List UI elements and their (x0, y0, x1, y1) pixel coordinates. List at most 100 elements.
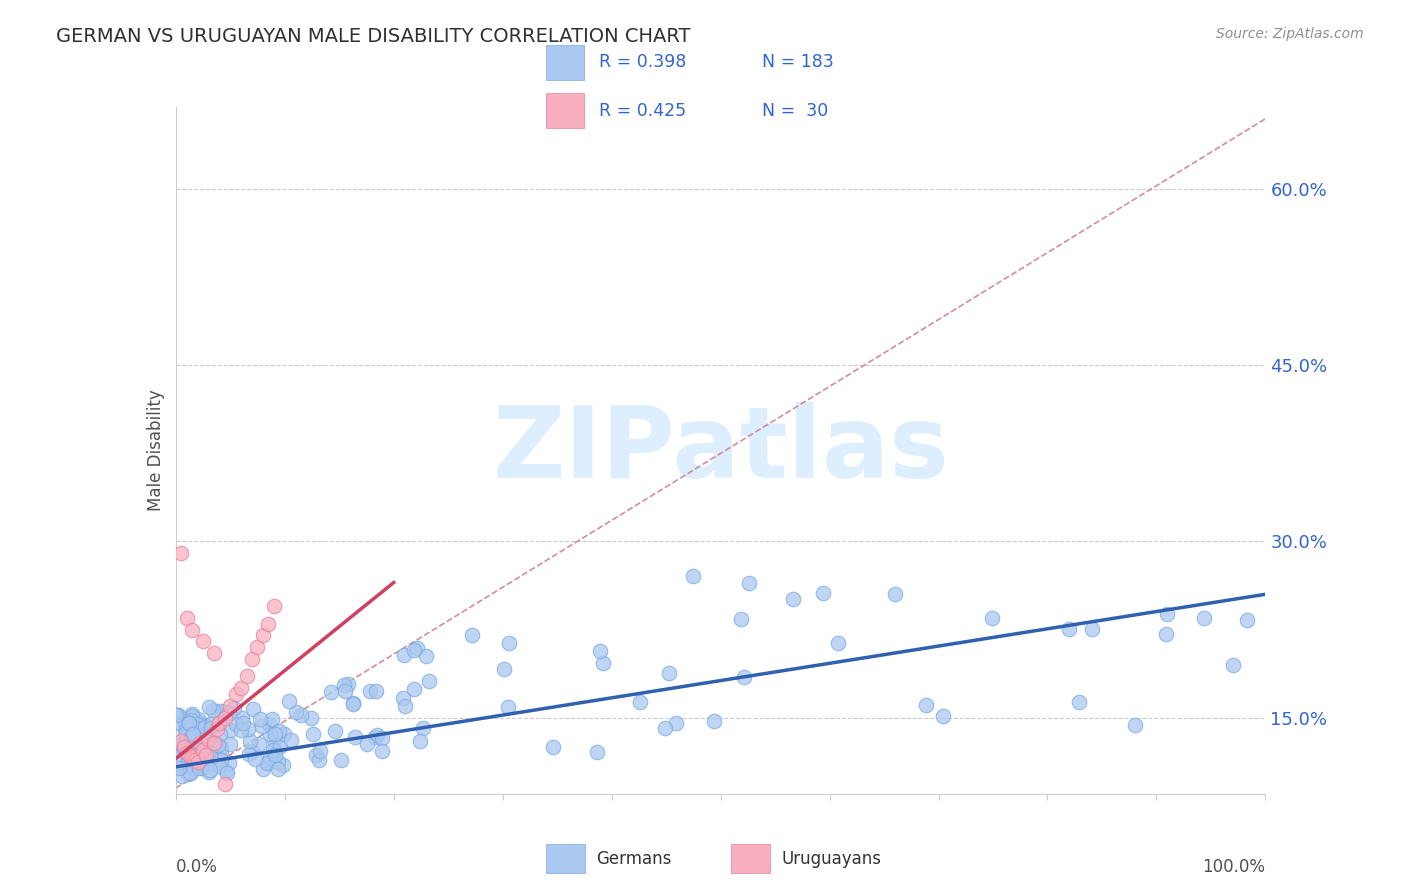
Point (264, 727, 287, 741)
Point (172, 760, 194, 774)
Point (329, 753, 352, 767)
Point (180, 731, 202, 745)
Point (188, 719, 211, 733)
Point (883, 587, 905, 601)
Point (366, 728, 388, 742)
Point (176, 746, 198, 760)
Point (335, 683, 357, 698)
Point (782, 591, 804, 606)
Point (319, 685, 342, 699)
Point (183, 719, 205, 733)
Point (1236, 613, 1258, 627)
Point (197, 731, 219, 745)
Point (342, 698, 364, 712)
Point (654, 721, 676, 735)
Point (284, 705, 307, 719)
Text: GERMAN VS URUGUAYAN MALE DISABILITY CORRELATION CHART: GERMAN VS URUGUAYAN MALE DISABILITY CORR… (56, 27, 690, 45)
Point (496, 700, 519, 714)
Point (1156, 607, 1178, 621)
Point (240, 652, 263, 666)
Point (180, 713, 202, 727)
Point (267, 755, 290, 769)
Bar (731, 844, 770, 873)
Point (191, 739, 214, 753)
Text: R = 0.425: R = 0.425 (599, 102, 686, 120)
Point (186, 716, 208, 731)
Point (188, 742, 211, 756)
Point (179, 716, 201, 731)
Point (167, 707, 190, 722)
Point (309, 744, 332, 758)
Point (170, 769, 193, 783)
Point (181, 727, 204, 741)
Point (215, 766, 238, 780)
Point (172, 740, 194, 755)
Point (180, 725, 202, 739)
Text: ZIPatlas: ZIPatlas (492, 402, 949, 499)
Point (240, 744, 263, 758)
Point (703, 714, 725, 728)
Point (207, 738, 229, 752)
Point (257, 717, 280, 731)
Point (179, 715, 201, 730)
Bar (546, 844, 585, 873)
Point (932, 709, 955, 723)
Point (364, 730, 387, 744)
Point (359, 684, 381, 698)
Text: Uruguayans: Uruguayans (782, 849, 882, 868)
Point (225, 716, 247, 731)
Point (202, 736, 225, 750)
Text: N = 183: N = 183 (762, 54, 834, 71)
Point (280, 733, 302, 747)
Point (811, 586, 834, 600)
Point (628, 695, 651, 709)
Point (173, 739, 195, 754)
Point (208, 716, 231, 731)
Text: 100.0%: 100.0% (1202, 858, 1265, 877)
Point (412, 721, 434, 735)
Point (658, 665, 681, 680)
Point (187, 712, 209, 726)
Point (188, 736, 211, 750)
Point (271, 758, 294, 772)
Point (187, 714, 209, 729)
Point (186, 734, 208, 748)
Point (1156, 627, 1178, 641)
Point (589, 644, 612, 658)
Point (238, 747, 260, 761)
Point (218, 756, 240, 770)
Point (252, 762, 274, 776)
Point (167, 708, 190, 723)
Point (179, 739, 201, 754)
Point (402, 643, 425, 657)
Point (202, 646, 225, 660)
Point (190, 718, 212, 732)
Text: N =  30: N = 30 (762, 102, 828, 120)
Point (264, 742, 287, 756)
Point (170, 546, 193, 560)
Point (209, 744, 232, 758)
Point (1123, 717, 1146, 731)
Point (214, 710, 236, 724)
Point (305, 747, 328, 762)
Point (209, 753, 232, 767)
Point (342, 696, 364, 710)
Point (172, 717, 194, 731)
Point (187, 755, 209, 769)
Point (173, 727, 195, 741)
Point (190, 725, 212, 739)
Point (167, 739, 190, 754)
Point (194, 738, 217, 752)
Point (188, 749, 211, 764)
Point (205, 723, 228, 737)
Point (181, 750, 204, 764)
Point (200, 742, 222, 756)
Point (183, 760, 205, 774)
Point (277, 693, 299, 707)
Point (1069, 695, 1091, 709)
Point (262, 743, 284, 757)
Point (165, 708, 187, 723)
Point (184, 753, 207, 767)
Point (180, 764, 202, 779)
Point (167, 761, 190, 775)
